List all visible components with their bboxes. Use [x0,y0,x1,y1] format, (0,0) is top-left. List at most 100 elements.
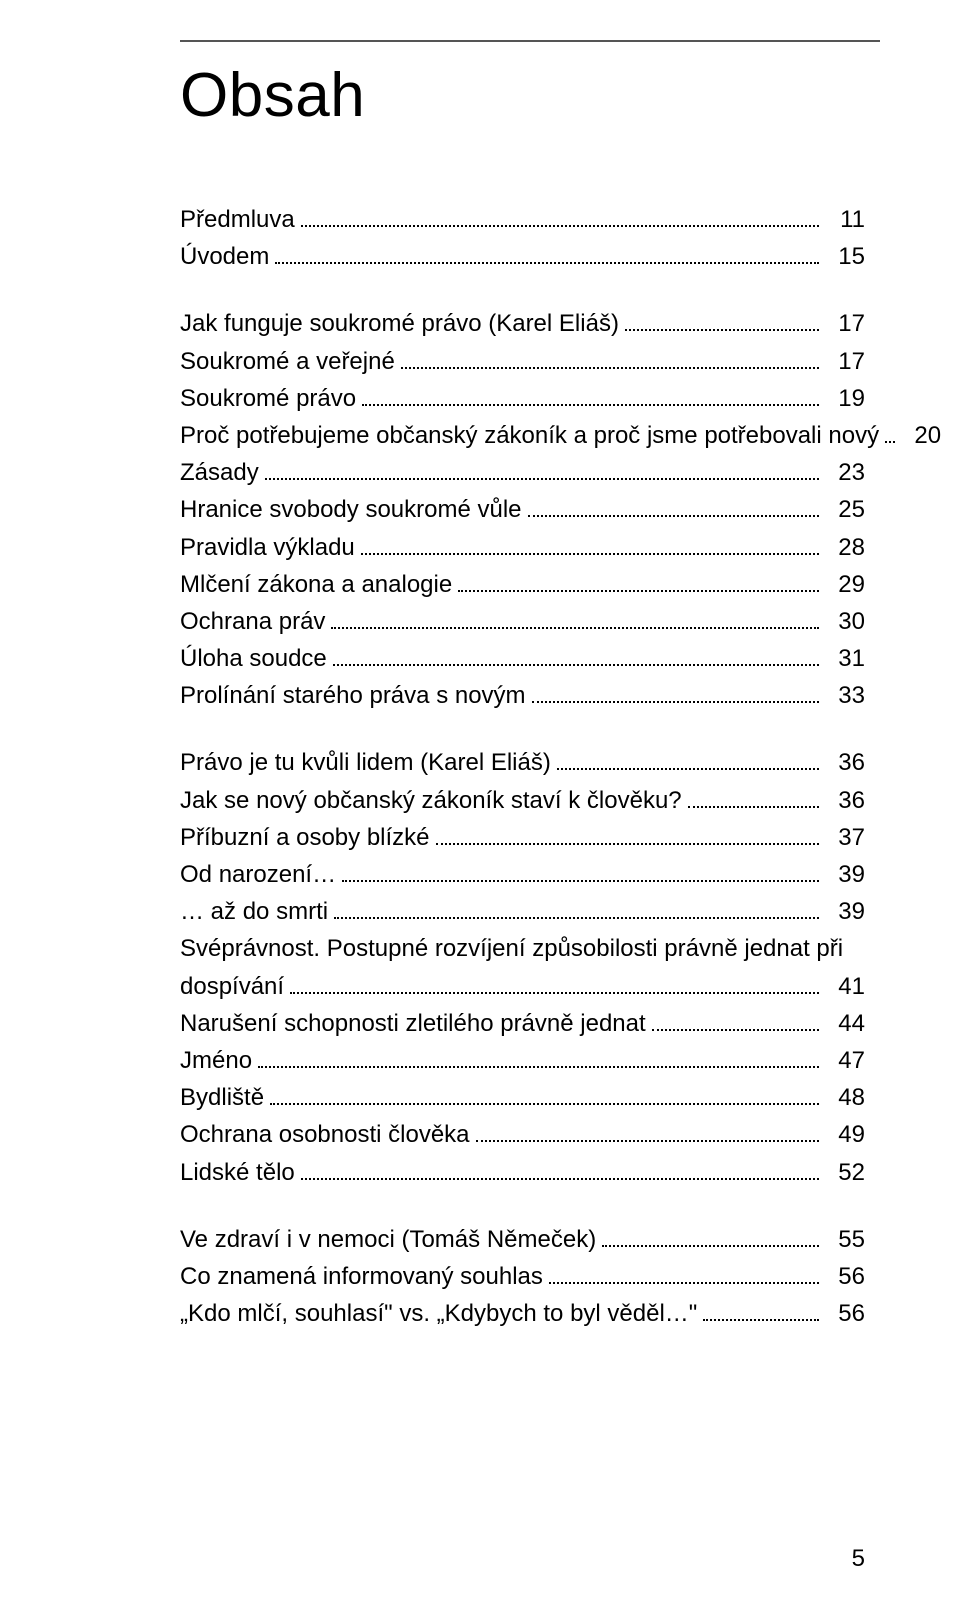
toc-page-number: 39 [825,893,865,930]
toc-leader-dots [265,477,819,480]
toc-row: Svéprávnost. Postupné rozvíjení způsobil… [180,930,865,967]
toc-leader-dots [688,805,819,808]
toc-label: Svéprávnost. Postupné rozvíjení způsobil… [180,930,843,967]
toc-row: Lidské tělo 52 [180,1154,865,1191]
toc-label: Soukromé právo [180,380,356,417]
toc-row: Zásady23 [180,454,865,491]
toc-page-number: 48 [825,1079,865,1116]
toc-label: … až do smrti [180,893,328,930]
toc-leader-dots [549,1281,819,1284]
toc-label: Jméno [180,1042,252,1079]
toc-page-number: 44 [825,1005,865,1042]
page-title: Obsah [180,60,865,131]
toc-leader-dots [401,366,819,369]
table-of-contents: Předmluva11Úvodem15Jak funguje soukromé … [180,201,865,1332]
toc-label: Narušení schopnosti zletilého právně jed… [180,1005,646,1042]
toc-label: Ochrana osobnosti člověka [180,1116,470,1153]
toc-label: Zásady [180,454,259,491]
toc-row: Ve zdraví i v nemoci (Tomáš Němeček)55 [180,1221,865,1258]
toc-page-number: 36 [825,782,865,819]
toc-page-number: 20 [901,417,941,454]
toc-row: Mlčení zákona a analogie 29 [180,566,865,603]
toc-leader-dots [301,224,819,227]
toc-leader-dots [362,403,819,406]
toc-label: Od narození… [180,856,336,893]
toc-page-number: 47 [825,1042,865,1079]
toc-page-number: 15 [825,238,865,275]
toc-page-number: 28 [825,529,865,566]
toc-row: Předmluva 11 [180,201,865,238]
toc-label: Prolínání starého práva s novým [180,677,526,714]
toc-leader-dots [331,626,819,629]
toc-leader-dots [361,552,819,555]
toc-page-number: 25 [825,491,865,528]
toc-page-number: 11 [825,201,865,238]
toc-label: Soukromé a veřejné [180,343,395,380]
toc-label: Ochrana práv [180,603,325,640]
toc-page-number: 41 [825,968,865,1005]
toc-row: Soukromé a veřejné 17 [180,343,865,380]
toc-label: Úloha soudce [180,640,327,677]
toc-page-number: 49 [825,1116,865,1153]
toc-row: Právo je tu kvůli lidem (Karel Eliáš)36 [180,744,865,781]
toc-row: Co znamená informovaný souhlas56 [180,1258,865,1295]
toc-label: Bydliště [180,1079,264,1116]
toc-label: Pravidla výkladu [180,529,355,566]
toc-row: Úvodem 15 [180,238,865,275]
toc-leader-dots [301,1177,819,1180]
toc-leader-dots [602,1244,819,1247]
toc-row: Hranice svobody soukromé vůle 25 [180,491,865,528]
section-gap [180,275,865,305]
toc-page-number: 29 [825,566,865,603]
toc-page-number: 30 [825,603,865,640]
toc-row: Soukromé právo 19 [180,380,865,417]
toc-row: Narušení schopnosti zletilého právně jed… [180,1005,865,1042]
toc-row: Jméno 47 [180,1042,865,1079]
toc-page-number: 17 [825,343,865,380]
toc-leader-dots [275,261,819,264]
toc-row: … až do smrti 39 [180,893,865,930]
toc-leader-dots [458,589,819,592]
toc-row: Prolínání starého práva s novým33 [180,677,865,714]
toc-leader-dots [436,842,819,845]
toc-row: „Kdo mlčí, souhlasí" vs. „Kdybych to byl… [180,1295,865,1332]
toc-leader-dots [270,1102,819,1105]
toc-row: dospívání 41 [180,968,865,1005]
toc-label: Proč potřebujeme občanský zákoník a proč… [180,417,879,454]
toc-row: Bydliště 48 [180,1079,865,1116]
toc-label: „Kdo mlčí, souhlasí" vs. „Kdybych to byl… [180,1295,697,1332]
section-gap [180,1191,865,1221]
document-page: Obsah Předmluva11Úvodem15Jak funguje sou… [0,0,960,1613]
toc-label: Příbuzní a osoby blízké [180,819,430,856]
toc-leader-dots [652,1028,819,1031]
toc-label: dospívání [180,968,284,1005]
toc-page-number: 17 [825,305,865,342]
toc-label: Hranice svobody soukromé vůle [180,491,522,528]
toc-row: Ochrana práv 30 [180,603,865,640]
toc-row: Jak se nový občanský zákoník staví k člo… [180,782,865,819]
toc-label: Mlčení zákona a analogie [180,566,452,603]
top-rule [180,40,880,42]
section-gap [180,714,865,744]
toc-label: Jak se nový občanský zákoník staví k člo… [180,782,682,819]
toc-page-number: 36 [825,744,865,781]
toc-page-number: 31 [825,640,865,677]
toc-row: Ochrana osobnosti člověka 49 [180,1116,865,1153]
toc-leader-dots [258,1065,819,1068]
toc-page-number: 39 [825,856,865,893]
toc-row: Příbuzní a osoby blízké37 [180,819,865,856]
toc-leader-dots [557,767,819,770]
toc-leader-dots [333,663,819,666]
toc-leader-dots [528,514,819,517]
toc-page-number: 52 [825,1154,865,1191]
toc-label: Předmluva [180,201,295,238]
toc-row: Od narození… 39 [180,856,865,893]
toc-leader-dots [334,916,819,919]
toc-leader-dots [342,879,819,882]
toc-label: Lidské tělo [180,1154,295,1191]
toc-page-number: 55 [825,1221,865,1258]
toc-leader-dots [625,328,819,331]
toc-page-number: 56 [825,1295,865,1332]
toc-label: Úvodem [180,238,269,275]
toc-page-number: 19 [825,380,865,417]
